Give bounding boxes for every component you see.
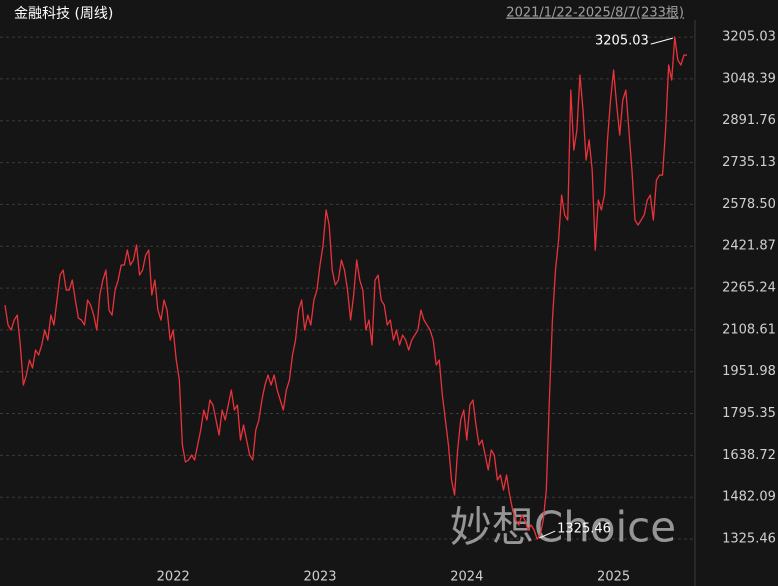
max-label: 3205.03 bbox=[595, 34, 649, 49]
x-tick-label: 2022 bbox=[157, 570, 190, 585]
y-tick-label: 2265.24 bbox=[722, 281, 776, 296]
x-tick-label: 2025 bbox=[597, 570, 630, 585]
y-tick-label: 1325.46 bbox=[722, 532, 776, 547]
y-tick-label: 2891.76 bbox=[722, 113, 776, 128]
y-tick-label: 3048.39 bbox=[722, 71, 776, 86]
date-range[interactable]: 2021/1/22-2025/8/7(233根) bbox=[506, 6, 684, 21]
y-tick-label: 1638.72 bbox=[722, 448, 776, 463]
max-arrow bbox=[650, 37, 673, 45]
price-line bbox=[4, 36, 687, 540]
y-tick-label: 2421.87 bbox=[722, 239, 776, 254]
y-tick-label: 1795.35 bbox=[722, 406, 776, 421]
y-tick-label: 3205.03 bbox=[722, 30, 776, 45]
x-tick-label: 2024 bbox=[450, 570, 483, 585]
min-arrow bbox=[538, 530, 556, 539]
min-label: 1325.46 bbox=[557, 522, 611, 537]
y-tick-label: 2735.13 bbox=[722, 155, 776, 170]
y-tick-label: 1482.09 bbox=[722, 490, 776, 505]
y-tick-label: 1951.98 bbox=[722, 364, 776, 379]
y-tick-label: 2578.50 bbox=[722, 197, 776, 212]
y-tick-label: 2108.61 bbox=[722, 322, 776, 337]
x-tick-label: 2023 bbox=[303, 570, 336, 585]
watermark: 妙想Choice bbox=[450, 503, 676, 552]
chart-title: 金融科技 (周线) bbox=[14, 6, 113, 22]
